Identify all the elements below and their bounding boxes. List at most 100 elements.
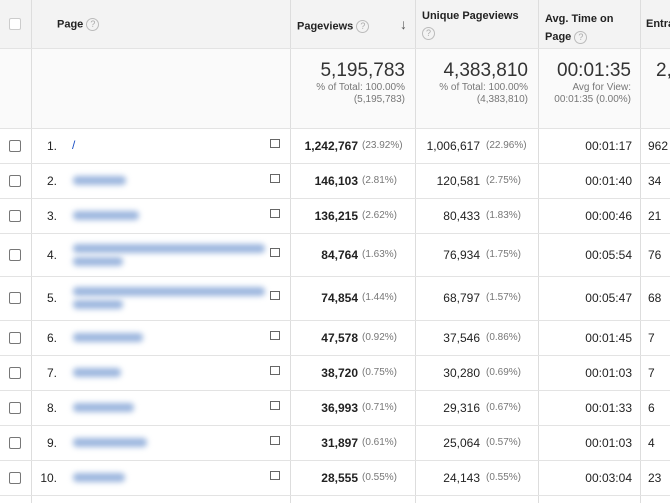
- entrances: 4: [648, 435, 655, 450]
- row-index: 9.: [46, 435, 57, 450]
- row-index: 1.: [46, 138, 57, 153]
- open-link-icon[interactable]: [270, 435, 280, 445]
- total-value: 00:01:35: [557, 60, 631, 81]
- open-link-icon[interactable]: [270, 330, 280, 340]
- header-text: Entra: [646, 18, 670, 30]
- avg-time: 00:01:03: [585, 435, 632, 450]
- open-link-icon[interactable]: [270, 291, 280, 300]
- row-divider: [0, 233, 670, 234]
- entrances: 21: [648, 208, 662, 223]
- avg-time: 00:01:45: [585, 330, 632, 345]
- entrances: 7: [648, 365, 655, 380]
- blurred-page: [73, 437, 147, 447]
- row-index: 4.: [46, 247, 57, 262]
- open-link-icon[interactable]: [270, 247, 280, 257]
- unique-pct: (1.57%): [486, 292, 522, 303]
- unique-pageviews: 68,797: [443, 291, 480, 305]
- blurred-page: [73, 175, 126, 185]
- header-bg: [0, 0, 670, 48]
- header-text: Page: [57, 18, 84, 31]
- row-checkbox[interactable]: [9, 436, 21, 449]
- row-divider: [0, 390, 670, 391]
- row-index: 10.: [40, 470, 57, 485]
- pageviews: 31,897: [321, 435, 358, 450]
- row-divider: [0, 425, 670, 426]
- row-divider: [0, 198, 670, 199]
- pageviews: 84,764: [321, 247, 358, 262]
- sort-arrow[interactable]: ↓: [400, 16, 407, 32]
- unique-pct: (0.86%): [486, 331, 522, 343]
- blurred-page: [73, 300, 123, 309]
- row-checkbox[interactable]: [9, 209, 21, 222]
- pageviews-pct: (23.92%): [362, 139, 403, 151]
- row-checkbox[interactable]: [9, 292, 21, 304]
- pageviews: 28,555: [321, 470, 358, 485]
- row-divider: [0, 128, 670, 129]
- avg-time: 00:05:47: [585, 291, 632, 305]
- totals-bg: [0, 48, 670, 128]
- unique-pct: (0.69%): [486, 366, 522, 378]
- row-checkbox[interactable]: [9, 331, 21, 344]
- help-icon[interactable]: ?: [356, 20, 370, 33]
- avg-time: 00:03:04: [585, 470, 632, 485]
- row-divider: [0, 320, 670, 321]
- select-all-checkbox[interactable]: [9, 18, 21, 30]
- column-divider: [415, 0, 416, 503]
- open-link-icon[interactable]: [270, 365, 280, 375]
- unique-pageviews: 76,934: [443, 247, 480, 262]
- unique-pct: (1.75%): [486, 248, 522, 260]
- column-divider: [290, 0, 291, 503]
- row-checkbox[interactable]: [9, 471, 21, 484]
- avg-time: 00:01:33: [585, 400, 632, 415]
- header-text: Pageviews: [297, 20, 354, 33]
- row-checkbox[interactable]: [9, 366, 21, 379]
- entrances: 962: [648, 138, 669, 153]
- help-icon[interactable]: ?: [86, 18, 100, 31]
- open-link-icon[interactable]: [270, 208, 280, 218]
- row-index: 6.: [46, 330, 57, 345]
- header-entrances[interactable]: Entra: [646, 18, 670, 30]
- row-divider: [0, 460, 670, 461]
- header-text: Avg. Time on Page: [545, 13, 614, 43]
- avg-time: 00:01:17: [585, 138, 632, 153]
- row-checkbox[interactable]: [9, 248, 21, 261]
- row-index: 7.: [46, 365, 57, 380]
- total-value: 2,: [656, 60, 670, 81]
- help-icon[interactable]: ?: [422, 27, 435, 40]
- blurred-page: [73, 243, 265, 253]
- entrances: 34: [648, 173, 662, 188]
- pageviews-pct: (0.92%): [362, 331, 398, 343]
- row-divider: [0, 48, 670, 49]
- entrances: 7: [648, 330, 655, 345]
- pageviews: 36,993: [321, 400, 358, 415]
- pageviews-pct: (0.61%): [362, 436, 398, 448]
- open-link-icon[interactable]: [270, 138, 280, 148]
- row-checkbox[interactable]: [9, 401, 21, 414]
- total-note: (4,383,810): [476, 94, 528, 105]
- total-value: 5,195,783: [320, 60, 405, 81]
- page-link[interactable]: /: [72, 137, 76, 152]
- open-link-icon[interactable]: [270, 470, 280, 480]
- blurred-page: [73, 287, 265, 296]
- header-page[interactable]: Page ?: [57, 18, 100, 31]
- pageviews-pct: (0.71%): [362, 401, 398, 413]
- entrances: 68: [648, 291, 662, 305]
- unique-pageviews: 37,546: [443, 330, 480, 345]
- header-avg-time[interactable]: Avg. Time on Page ?: [545, 10, 635, 46]
- row-checkbox[interactable]: [9, 139, 21, 152]
- blurred-page: [73, 210, 139, 220]
- header-text: Unique Pageviews: [422, 10, 519, 22]
- header-unique[interactable]: Unique Pageviews?: [422, 10, 519, 40]
- blurred-page: [73, 402, 134, 412]
- entrances: 6: [648, 400, 655, 415]
- unique-pageviews: 29,316: [443, 400, 480, 415]
- open-link-icon[interactable]: [270, 400, 280, 410]
- pageviews-pct: (1.63%): [362, 248, 398, 260]
- row-checkbox[interactable]: [9, 174, 21, 187]
- unique-pct: (1.83%): [486, 209, 522, 221]
- open-link-icon[interactable]: [270, 173, 280, 183]
- header-pageviews[interactable]: Pageviews ?: [297, 20, 370, 33]
- unique-pct: (0.67%): [486, 401, 522, 413]
- pageviews: 146,103: [314, 173, 358, 188]
- help-icon[interactable]: ?: [574, 30, 588, 44]
